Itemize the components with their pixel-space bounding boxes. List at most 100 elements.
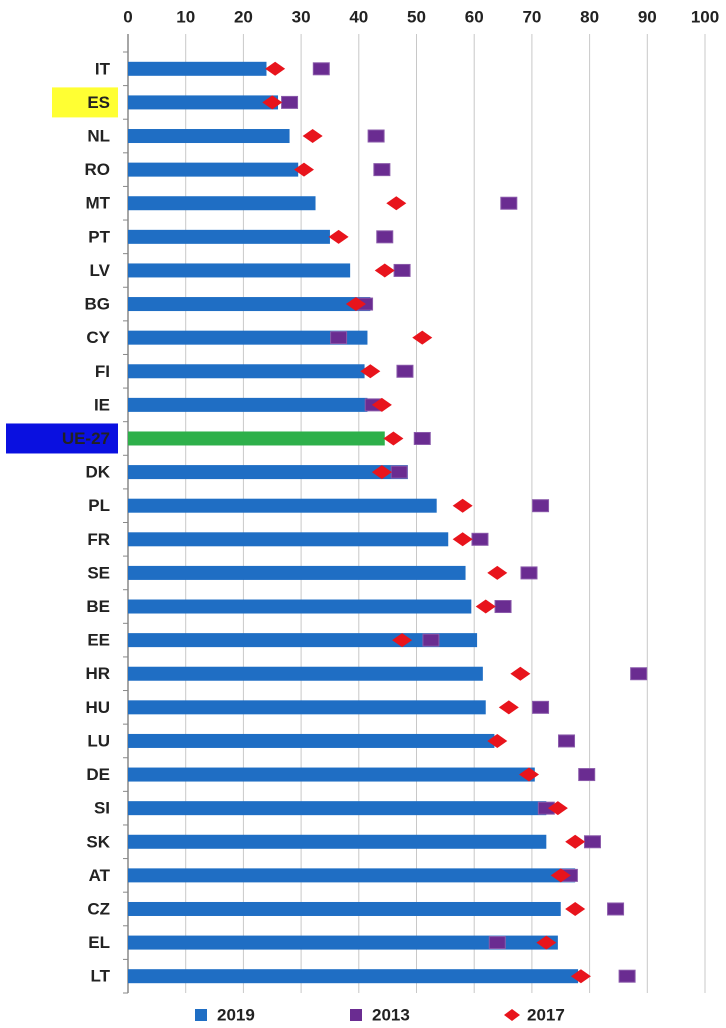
y-tick-label: HU (85, 698, 110, 717)
bar (128, 263, 351, 278)
y-tick-label: DK (85, 463, 110, 482)
bar (128, 599, 472, 614)
bar (128, 229, 330, 244)
y-tick-label: IT (95, 59, 111, 78)
y-tick-label: SI (94, 799, 110, 818)
y-tick-label: NL (87, 127, 110, 146)
marker-diamond (487, 733, 508, 748)
marker-diamond (374, 263, 395, 278)
marker-square (558, 734, 576, 748)
bar (128, 834, 547, 849)
bar (128, 431, 385, 446)
bar (128, 935, 558, 950)
y-tick-label: LU (87, 731, 110, 750)
marker-square (520, 566, 538, 580)
y-tick-label: RO (85, 160, 111, 179)
y-tick-label: LT (90, 967, 110, 986)
bar (128, 801, 547, 816)
bar (128, 666, 483, 681)
x-tick-label: 60 (465, 7, 484, 26)
y-tick-label: SK (86, 832, 110, 851)
marker-diamond (262, 95, 283, 110)
y-tick-label: UE-27 (62, 429, 110, 448)
y-tick-label: BE (86, 597, 110, 616)
y-tick-label: ES (87, 93, 110, 112)
marker-diamond (265, 61, 286, 76)
x-tick-label: 100 (691, 7, 719, 26)
marker-diamond (498, 700, 519, 715)
marker-square (532, 499, 550, 513)
marker-square (618, 969, 636, 983)
bar (128, 95, 279, 110)
y-tick-label: BG (85, 295, 111, 314)
marker-square (390, 465, 408, 479)
y-tick-label: DE (86, 765, 110, 784)
marker-square (396, 364, 414, 378)
y-tick-label: CZ (87, 899, 110, 918)
label-highlight (6, 423, 118, 454)
bar (128, 969, 579, 984)
x-tick-label: 20 (234, 7, 253, 26)
marker-diamond (452, 498, 473, 513)
marker-diamond (383, 431, 404, 446)
marker-square (367, 129, 385, 143)
marker-square (532, 700, 550, 714)
y-tick-label: EL (88, 933, 110, 952)
legend-swatch (504, 1009, 520, 1021)
bar (128, 565, 466, 580)
marker-square (393, 263, 411, 277)
bar (128, 868, 576, 883)
marker-square (500, 196, 518, 210)
bar (128, 297, 371, 312)
bar (128, 196, 316, 211)
marker-diamond (519, 767, 540, 782)
x-tick-label: 90 (638, 7, 657, 26)
legend-label: 2013 (372, 1005, 410, 1024)
marker-diamond (371, 397, 392, 412)
marker-diamond (371, 465, 392, 480)
marker-square (578, 768, 596, 782)
marker-square (373, 163, 391, 177)
label-highlight (52, 87, 118, 118)
marker-diamond (293, 162, 314, 177)
marker-square (630, 667, 648, 681)
marker-diamond (412, 330, 433, 345)
bar (128, 532, 449, 547)
marker-square (376, 230, 394, 244)
marker-square (281, 95, 299, 109)
bar (128, 700, 486, 715)
marker-diamond (302, 129, 323, 144)
marker-diamond (536, 935, 557, 950)
y-tick-label: HR (85, 664, 110, 683)
marker-square (488, 936, 506, 950)
bar (128, 767, 535, 782)
x-tick-label: 70 (522, 7, 541, 26)
marker-square (583, 835, 601, 849)
bar (128, 364, 365, 379)
marker-square (422, 633, 440, 647)
marker-square (312, 62, 330, 76)
marker-diamond (565, 834, 586, 849)
x-tick-label: 40 (349, 7, 368, 26)
y-tick-label: CY (86, 328, 110, 347)
marker-diamond (547, 801, 568, 816)
y-tick-label: MT (85, 194, 110, 213)
legend-label: 2017 (527, 1005, 565, 1024)
y-tick-label: FR (87, 530, 110, 549)
bar (128, 129, 290, 144)
y-tick-label: LV (90, 261, 111, 280)
marker-diamond (570, 969, 591, 984)
marker-diamond (452, 532, 473, 547)
marker-diamond (550, 868, 571, 883)
x-tick-label: 50 (407, 7, 426, 26)
marker-square (494, 600, 512, 614)
marker-diamond (392, 633, 413, 648)
bar (128, 901, 561, 916)
marker-diamond (475, 599, 496, 614)
marker-diamond (487, 565, 508, 580)
bar (128, 465, 408, 480)
x-tick-label: 30 (292, 7, 311, 26)
marker-square (607, 902, 625, 916)
y-tick-label: AT (89, 866, 111, 885)
marker-diamond (345, 297, 366, 312)
